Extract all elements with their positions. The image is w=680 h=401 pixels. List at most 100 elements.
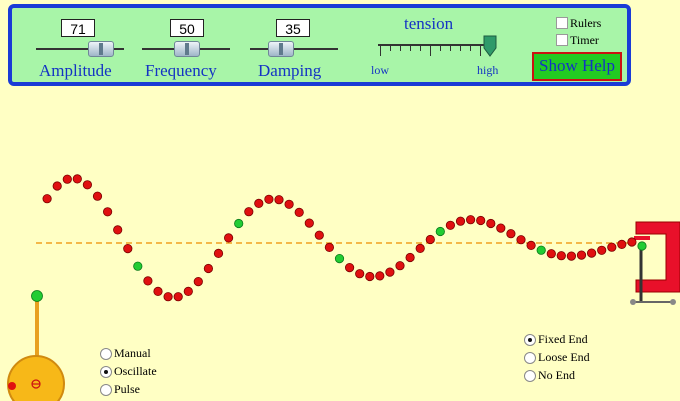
string-bead — [455, 216, 466, 226]
string-bead — [163, 292, 173, 302]
amplitude-slider-track[interactable] — [36, 48, 124, 50]
string-bead — [415, 243, 425, 253]
string-bead — [82, 180, 93, 190]
string-bead — [193, 276, 203, 287]
rulers-checkbox[interactable] — [556, 17, 568, 29]
string-bead — [264, 194, 274, 204]
tension-tick — [390, 46, 391, 51]
damping-label: Damping — [258, 61, 322, 80]
string-bead — [153, 286, 163, 296]
string-bead — [284, 199, 294, 209]
string-bead — [617, 239, 627, 249]
string-bead — [556, 251, 566, 261]
end-radio-none[interactable] — [524, 370, 536, 382]
amplitude-slider-thumb[interactable] — [88, 41, 114, 57]
string-bead — [365, 271, 375, 282]
damping-slider-thumb[interactable] — [268, 41, 294, 57]
string-bead-marker — [133, 261, 143, 271]
frequency-value-field[interactable]: 50 — [170, 19, 204, 37]
damping-slider-track[interactable] — [250, 48, 338, 50]
tension-tick — [420, 46, 421, 51]
tension-tick — [440, 46, 441, 51]
string-bead — [304, 218, 314, 228]
end-label-fixed: Fixed End — [538, 332, 588, 346]
string-bead — [586, 248, 597, 258]
string-bead — [244, 207, 254, 217]
string-bead — [597, 245, 607, 255]
string-bead — [324, 242, 334, 252]
damping-value-field[interactable]: 35 — [276, 19, 310, 37]
string-bead — [627, 237, 637, 247]
tension-tick — [380, 46, 381, 56]
frequency-slider-thumb[interactable] — [174, 41, 200, 57]
string-bead — [465, 215, 476, 225]
tension-slider-track[interactable] — [378, 44, 496, 46]
end-label-loose: Loose End — [538, 350, 590, 364]
string-bead — [607, 242, 617, 252]
string-bead — [103, 207, 113, 217]
string-bead-marker — [435, 226, 445, 237]
string-bead — [355, 269, 365, 279]
mode-radio-pulse[interactable] — [100, 384, 112, 396]
amplitude-label: Amplitude — [39, 61, 112, 80]
string-bead-marker — [637, 241, 647, 251]
clamp-handle-end — [630, 299, 636, 305]
string-bead — [375, 271, 385, 281]
tension-high-label: high — [477, 63, 499, 77]
string-bead — [314, 230, 324, 240]
control-panel: 71 Amplitude 50 Frequency 35 Damping ten… — [8, 4, 631, 86]
amplitude-value-field[interactable]: 71 — [61, 19, 95, 37]
end-label-none: No End — [538, 368, 575, 382]
string-bead — [496, 223, 506, 233]
mode-label-pulse: Pulse — [114, 382, 141, 396]
oscillator-crank-pin — [8, 382, 16, 390]
string-bead — [546, 249, 556, 259]
string-bead — [72, 174, 82, 184]
string-bead-marker — [31, 290, 43, 302]
rulers-label: Rulers — [570, 16, 602, 30]
tension-tick — [470, 46, 471, 51]
string-bead — [385, 267, 395, 277]
string-bead — [425, 234, 435, 245]
show-help-button[interactable]: Show Help — [532, 52, 622, 81]
string-bead — [445, 220, 455, 230]
clamp-icon — [635, 221, 680, 293]
string-bead — [294, 207, 304, 217]
string-beads — [31, 174, 647, 302]
string-bead — [213, 248, 224, 258]
tension-slider-thumb[interactable] — [12, 8, 635, 90]
string-bead — [183, 286, 193, 296]
mode-label-oscillate: Oscillate — [114, 364, 157, 378]
tension-tick — [410, 46, 411, 51]
tension-tick — [400, 46, 401, 51]
timer-label: Timer — [570, 33, 599, 47]
string-bead — [405, 252, 415, 263]
string-bead — [476, 215, 486, 226]
string-bead — [113, 225, 123, 235]
mode-radio-manual[interactable] — [100, 348, 112, 360]
tension-tick — [480, 46, 481, 56]
timer-checkbox[interactable] — [556, 34, 568, 46]
tension-title: tension — [404, 14, 454, 33]
clamp-handle-end — [670, 299, 676, 305]
string-bead — [395, 261, 405, 271]
string-bead — [92, 191, 103, 201]
string-bead — [173, 292, 183, 302]
string-bead — [42, 194, 52, 204]
string-bead — [526, 240, 536, 250]
end-radio-fixed[interactable] — [524, 334, 536, 346]
string-bead-marker — [536, 245, 546, 255]
string-bead — [566, 251, 577, 261]
string-bead — [254, 198, 264, 208]
oscillator-wheel[interactable] — [7, 355, 65, 401]
mode-radio-oscillate[interactable] — [100, 366, 112, 378]
frequency-label: Frequency — [145, 61, 217, 80]
string-bead — [203, 263, 213, 274]
string-bead-marker — [334, 254, 345, 264]
string-bead — [123, 244, 133, 254]
end-radio-loose[interactable] — [524, 352, 536, 364]
string-bead — [143, 276, 153, 286]
string-bead — [52, 181, 62, 191]
string-bead — [516, 235, 526, 245]
